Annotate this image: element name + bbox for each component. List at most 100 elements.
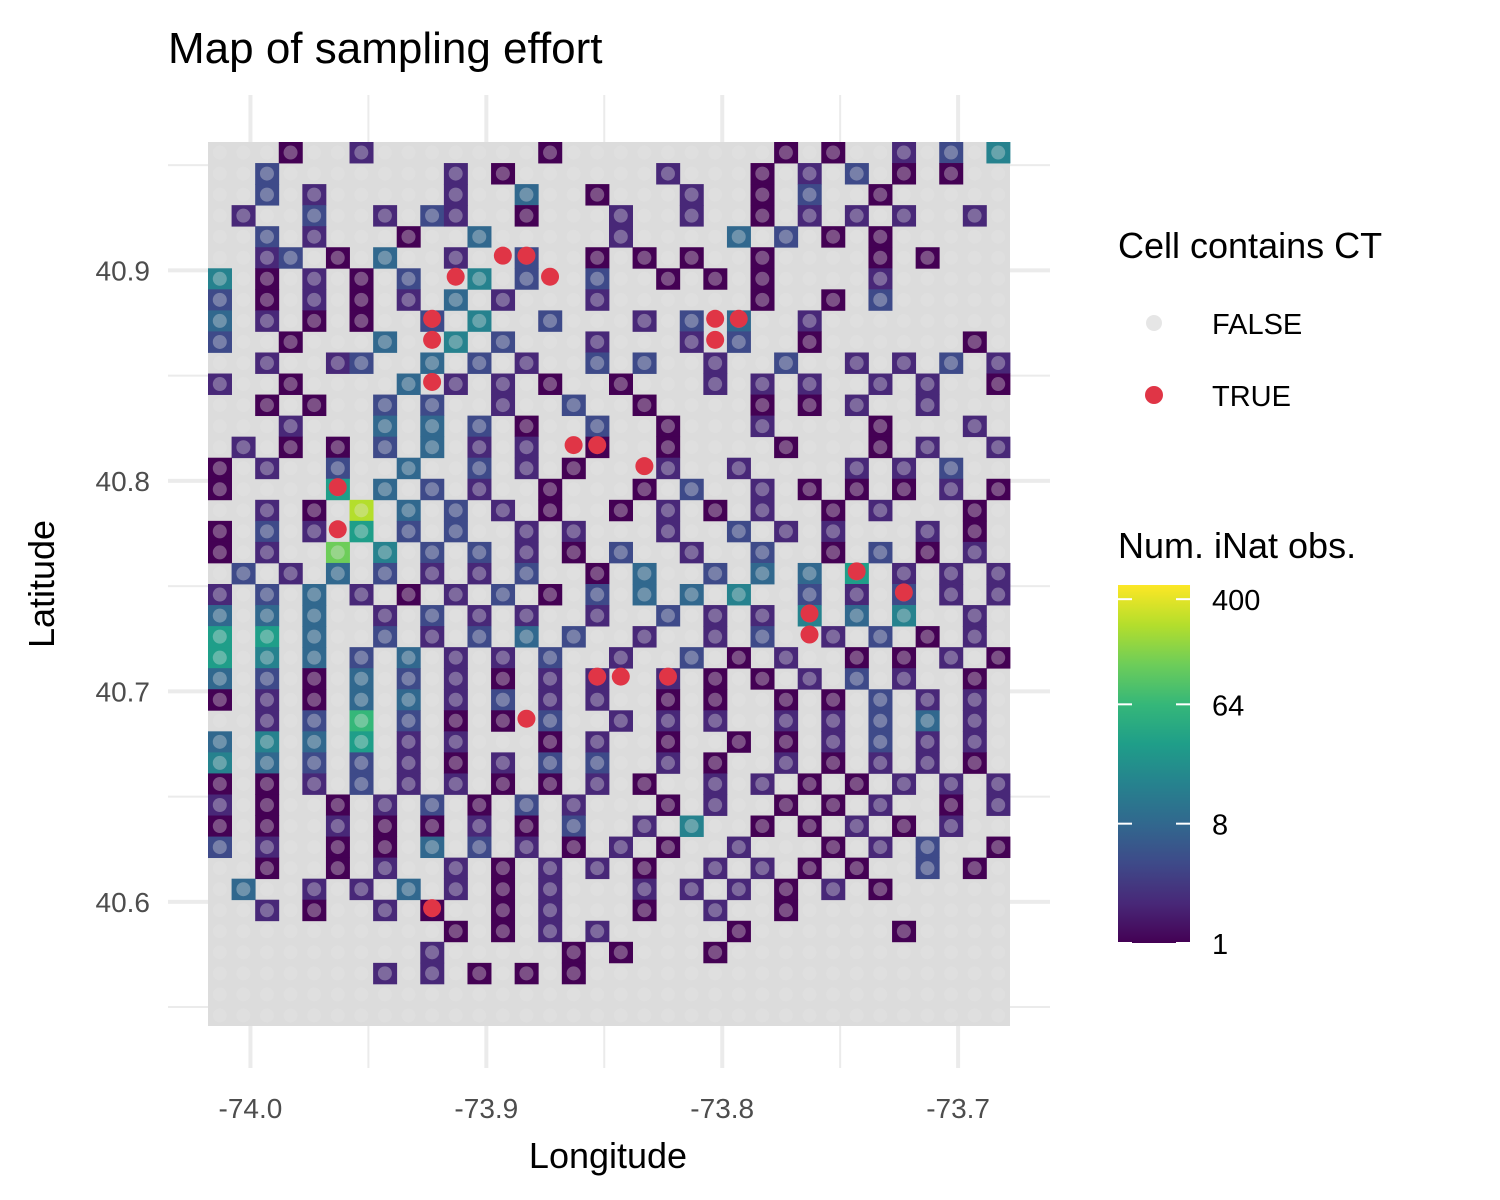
legend-points-title: Cell contains CT — [1118, 225, 1382, 266]
ct-false-point — [283, 524, 298, 539]
ct-false-point — [566, 776, 581, 791]
ct-false-point — [802, 503, 817, 518]
ct-false-point — [425, 250, 440, 265]
heatmap-cell — [208, 794, 232, 816]
ct-false-point — [991, 313, 1006, 328]
heatmap-cell — [915, 626, 940, 648]
ct-false-point — [354, 840, 369, 855]
ct-false-point — [566, 503, 581, 518]
ct-false-point — [684, 755, 699, 770]
colorbar-title: Num. iNat obs. — [1118, 525, 1356, 566]
heatmap-cell — [396, 289, 421, 311]
ct-false-point — [543, 840, 558, 855]
ct-false-point — [590, 840, 605, 855]
heatmap-cell — [609, 941, 633, 964]
ct-false-point — [495, 987, 510, 1002]
ct-false-point — [708, 208, 723, 223]
ct-false-point — [826, 271, 841, 286]
ct-false-point — [849, 587, 864, 602]
ct-false-point — [259, 629, 274, 644]
ct-false-point — [259, 776, 274, 791]
ct-false-point — [401, 440, 416, 455]
ct-false-point — [495, 377, 510, 392]
ct-false-point — [590, 482, 605, 497]
heatmap-cell — [632, 394, 657, 417]
ct-false-point — [873, 1008, 888, 1023]
ct-false-point — [425, 692, 440, 707]
ct-false-point — [472, 903, 487, 918]
ct-false-point — [991, 166, 1006, 181]
ct-false-point — [425, 419, 440, 434]
heatmap-cell — [467, 794, 492, 816]
legend-points: Cell contains CT FALSE TRUE — [1118, 225, 1382, 413]
heatmap-cell — [538, 752, 563, 774]
heatmap-cell — [538, 373, 563, 395]
heatmap-cell — [703, 773, 728, 795]
heatmap-cell — [726, 731, 751, 753]
ct-false-point — [660, 608, 675, 623]
ct-false-point — [377, 292, 392, 307]
heatmap-cell — [821, 710, 846, 732]
heatmap-cell — [821, 689, 846, 711]
ct-false-point — [330, 461, 345, 476]
ct-false-point — [802, 566, 817, 581]
ct-false-point — [873, 966, 888, 981]
ct-false-point — [307, 987, 322, 1002]
ct-false-point — [637, 882, 652, 897]
heatmap-cell — [750, 857, 775, 880]
ct-false-point — [873, 903, 888, 918]
ct-false-point — [448, 587, 463, 602]
ct-false-point — [590, 545, 605, 560]
ct-false-point — [236, 608, 251, 623]
ct-false-point — [731, 587, 746, 602]
ct-false-point — [944, 461, 959, 476]
ct-false-point — [212, 819, 227, 834]
heatmap-cell — [750, 541, 775, 564]
ct-false-point — [259, 692, 274, 707]
heatmap-cell — [632, 478, 657, 501]
ct-false-point — [920, 755, 935, 770]
heatmap-cell — [797, 184, 822, 206]
ct-false-point — [236, 334, 251, 349]
ct-false-point — [259, 334, 274, 349]
ct-false-point — [259, 187, 274, 202]
ct-false-point — [802, 356, 817, 370]
heatmap-cell — [349, 268, 374, 290]
ct-false-point — [495, 713, 510, 728]
ct-false-point — [307, 861, 322, 876]
ct-false-point — [991, 882, 1006, 897]
heatmap-cell — [679, 247, 704, 269]
ct-false-point — [708, 755, 723, 770]
heatmap-cell — [561, 836, 586, 859]
ct-false-point — [377, 566, 392, 581]
ct-false-point — [778, 671, 793, 686]
heatmap-cell — [373, 478, 398, 501]
ct-false-point — [873, 461, 888, 476]
heatmap-cell — [208, 541, 232, 564]
heatmap-cell — [373, 962, 398, 985]
heatmap-cell — [255, 184, 280, 206]
y-axis-label: Latitude — [21, 520, 62, 648]
ct-false-point — [377, 903, 392, 918]
heatmap-cell — [255, 899, 280, 922]
ct-false-point — [495, 356, 510, 370]
ct-false-point — [991, 334, 1006, 349]
ct-false-point — [826, 229, 841, 244]
heatmap-cell — [302, 626, 327, 648]
ct-false-point — [566, 713, 581, 728]
ct-false-point — [684, 398, 699, 413]
ct-false-point — [755, 166, 770, 181]
ct-false-point — [755, 587, 770, 602]
ct-false-point — [944, 840, 959, 855]
ct-false-point — [236, 840, 251, 855]
ct-false-point — [590, 419, 605, 434]
ct-false-point — [637, 671, 652, 686]
ct-false-point — [543, 798, 558, 812]
ct-false-point — [354, 334, 369, 349]
ct-false-point — [991, 524, 1006, 539]
heatmap-cell — [255, 289, 280, 311]
heatmap-cell — [892, 352, 917, 374]
heatmap-cell — [774, 731, 799, 753]
ct-points — [212, 145, 1006, 1023]
ct-false-point — [920, 313, 935, 328]
